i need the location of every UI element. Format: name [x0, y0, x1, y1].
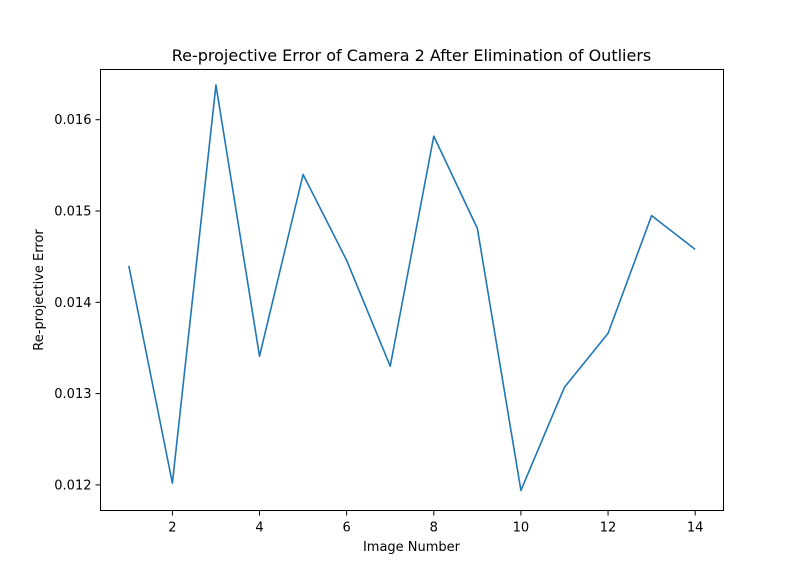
y-tick-label: 0.014 — [54, 296, 91, 311]
x-tick-label: 8 — [430, 521, 438, 536]
chart-title: Re-projective Error of Camera 2 After El… — [172, 46, 652, 65]
x-axis-label: Image Number — [363, 540, 461, 555]
x-tick-label: 6 — [343, 521, 351, 536]
y-axis-label: Re-projective Error — [32, 229, 47, 351]
y-axis: 0.012 0.013 0.014 0.015 0.016 — [54, 113, 101, 493]
y-tick-label: 0.012 — [54, 478, 91, 493]
plot-area — [128, 84, 696, 492]
y-tick-label: 0.016 — [54, 113, 91, 128]
x-tick-label: 4 — [255, 521, 263, 536]
x-axis: 2 4 6 8 10 12 14 — [168, 510, 704, 536]
y-tick-label: 0.013 — [54, 387, 91, 402]
x-tick-label: 12 — [600, 521, 617, 536]
y-tick-label: 0.015 — [54, 205, 91, 220]
series-line-0 — [128, 84, 696, 492]
x-tick-label: 10 — [513, 521, 530, 536]
plot-frame — [100, 69, 724, 511]
x-tick-label: 2 — [168, 521, 176, 536]
x-tick-label: 14 — [687, 521, 704, 536]
